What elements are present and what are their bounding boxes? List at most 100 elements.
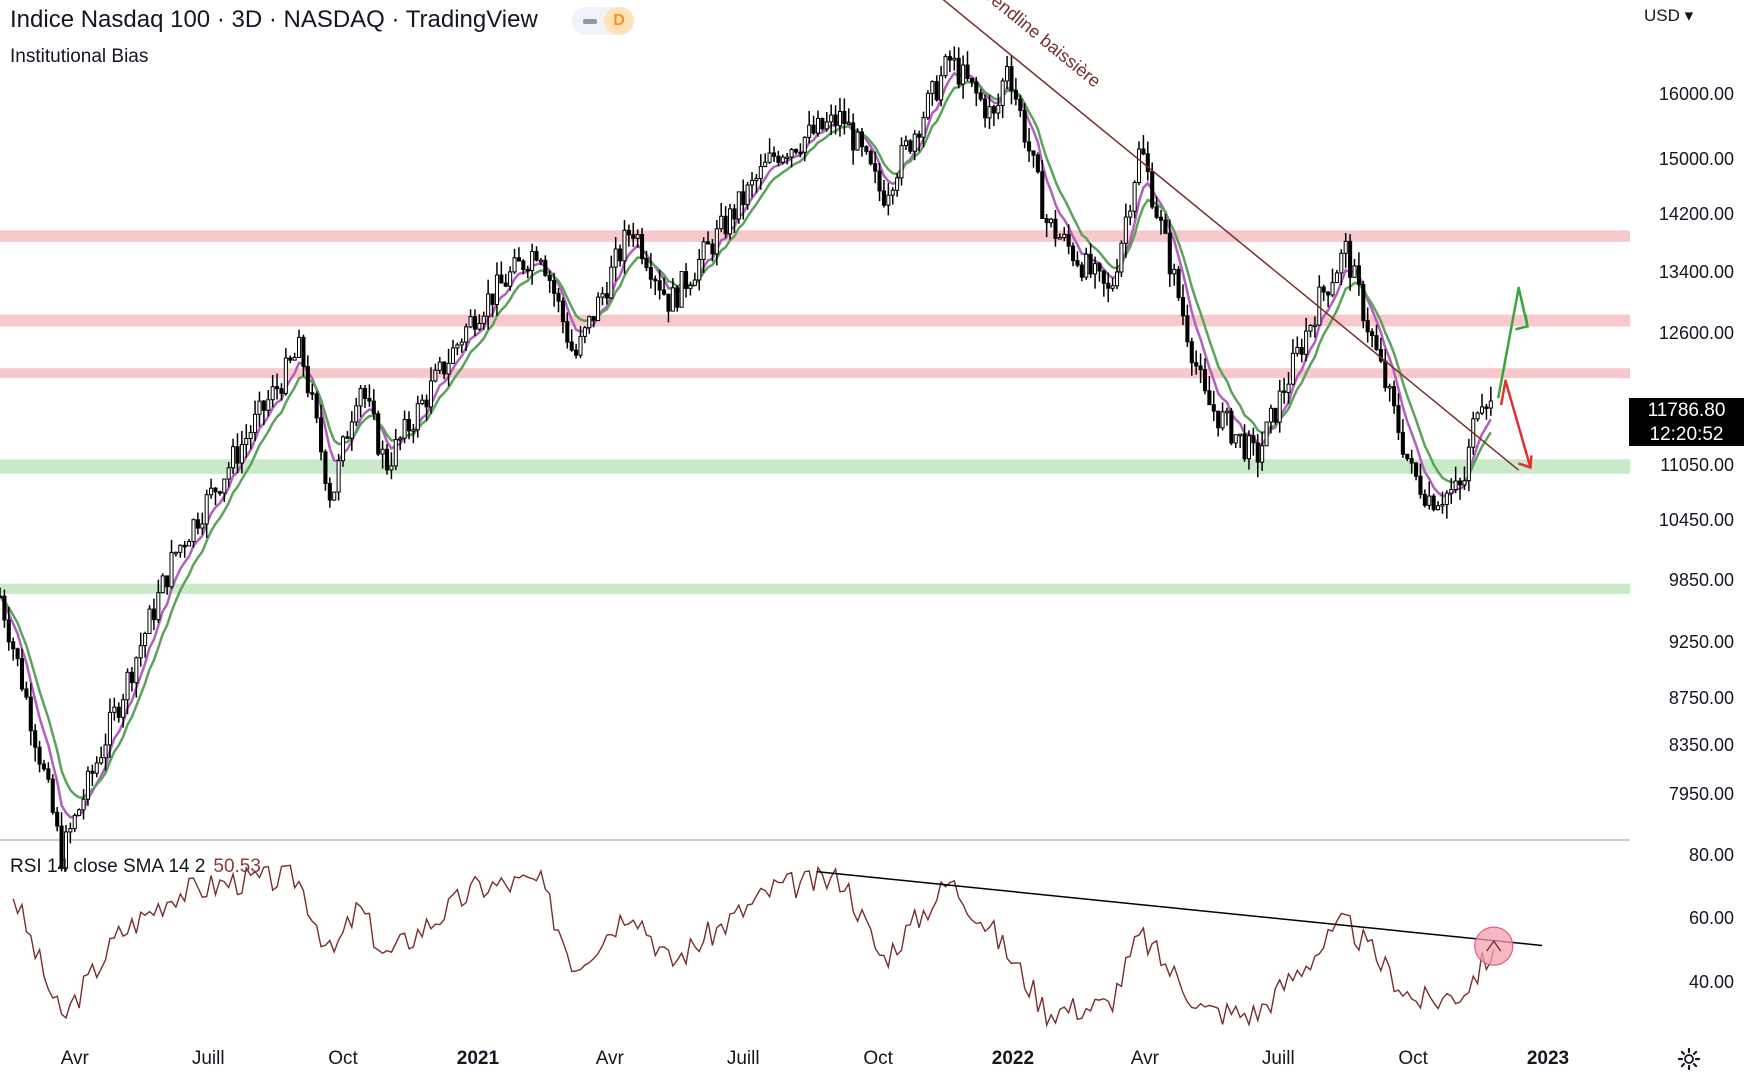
- interval-badge: D: [604, 7, 634, 35]
- candle-body: [736, 191, 741, 220]
- candle-body: [534, 251, 539, 261]
- rsi-tick-label: 60.00: [1688, 908, 1734, 929]
- candle-body: [477, 322, 482, 330]
- candle-body: [459, 341, 464, 346]
- candle-body: [525, 269, 530, 272]
- candle-body: [1396, 405, 1401, 433]
- candle-body: [129, 671, 134, 684]
- candle-body: [305, 365, 310, 394]
- candle-body: [1079, 264, 1084, 278]
- candle-body: [297, 336, 302, 358]
- price-tick-label: 14200.00: [1658, 203, 1734, 224]
- candle-body: [1150, 171, 1155, 208]
- candle-body: [116, 706, 121, 718]
- candle-body: [1031, 150, 1036, 156]
- candle-body: [1092, 263, 1098, 275]
- candle-body: [0, 595, 3, 598]
- candle-body: [1479, 406, 1485, 414]
- candle-body: [697, 259, 702, 281]
- candle-body: [50, 778, 55, 813]
- time-tick-label: Avr: [595, 1048, 624, 1069]
- candle-body: [107, 711, 112, 746]
- candle-body: [947, 56, 952, 61]
- candle-body: [1062, 233, 1067, 239]
- candle-body: [1158, 216, 1164, 221]
- candle-body: [807, 124, 812, 138]
- candle-body: [85, 770, 90, 800]
- candle-body: [345, 436, 350, 439]
- candle-body: [1356, 265, 1361, 285]
- candle-body: [1114, 271, 1120, 287]
- candle-body: [811, 124, 816, 134]
- rsi-legend[interactable]: RSI 14 close SMA 14 2 50.53: [10, 856, 261, 878]
- candle-body: [886, 194, 891, 206]
- candle-body: [824, 121, 829, 130]
- candle-body: [1220, 411, 1225, 429]
- candle-body: [1334, 272, 1339, 284]
- candle-body: [301, 336, 306, 367]
- candle-body: [99, 757, 104, 764]
- candle-body: [961, 64, 966, 85]
- candle-body: [820, 117, 825, 130]
- gear-icon[interactable]: [1677, 1047, 1701, 1071]
- candle-body: [226, 467, 231, 480]
- candle-body: [1044, 218, 1049, 224]
- price-tick-label: 13400.00: [1658, 261, 1734, 282]
- candle-body: [1427, 495, 1432, 506]
- last-price-value: 11786.80: [1647, 400, 1726, 421]
- resistance-zone: [0, 368, 1630, 379]
- candle-body: [354, 405, 359, 423]
- candle-body: [15, 648, 20, 660]
- currency-selector[interactable]: USD ▾: [1644, 6, 1694, 25]
- candle-body: [1141, 148, 1146, 155]
- candle-body: [552, 280, 557, 294]
- candle-body: [600, 293, 605, 298]
- candle-body: [1264, 421, 1269, 447]
- candle-body: [1339, 252, 1344, 274]
- candle-body: [486, 293, 491, 317]
- candle-body: [1005, 66, 1010, 82]
- time-tick-label: Oct: [328, 1048, 358, 1069]
- candle-body: [433, 369, 438, 382]
- candle-body: [1370, 331, 1375, 337]
- candle-body: [741, 191, 746, 206]
- candle-body: [1119, 242, 1124, 273]
- price-tick-label: 12600.00: [1658, 323, 1734, 344]
- candle-body: [217, 491, 222, 494]
- candle-body: [890, 189, 895, 196]
- time-tick-label: Avr: [1130, 1048, 1159, 1069]
- candle-body: [1071, 245, 1076, 262]
- candle-body: [925, 92, 930, 119]
- candle-body: [1387, 386, 1392, 389]
- candle-body: [499, 274, 504, 284]
- status-badges[interactable]: D: [572, 7, 634, 35]
- candle-body: [1180, 297, 1186, 317]
- candle-body: [442, 361, 447, 375]
- candle-body: [1022, 109, 1027, 143]
- rsi-breakout-marker: [1474, 926, 1514, 966]
- candle-body: [1224, 410, 1230, 414]
- candle-body: [631, 234, 636, 239]
- candle-body: [644, 258, 649, 269]
- candle-body: [1326, 291, 1331, 296]
- candle-body: [1431, 495, 1436, 511]
- candle-body: [582, 327, 587, 337]
- candle-body: [873, 163, 878, 172]
- candle-body: [156, 592, 161, 621]
- candle-body: [336, 460, 341, 493]
- candle-body: [1202, 369, 1208, 392]
- candle-body: [380, 448, 385, 455]
- candle-body: [1000, 80, 1005, 106]
- candle-body: [1343, 240, 1348, 254]
- candle-body: [1132, 182, 1137, 212]
- candle-body: [1365, 320, 1370, 333]
- candle-body: [1128, 210, 1133, 218]
- candle-body: [1260, 445, 1265, 463]
- candle-body: [481, 315, 486, 324]
- candle-body: [1163, 219, 1168, 234]
- candle-body: [908, 140, 913, 152]
- candle-body: [618, 248, 623, 262]
- candle-body: [169, 551, 174, 588]
- candle-body: [939, 75, 944, 101]
